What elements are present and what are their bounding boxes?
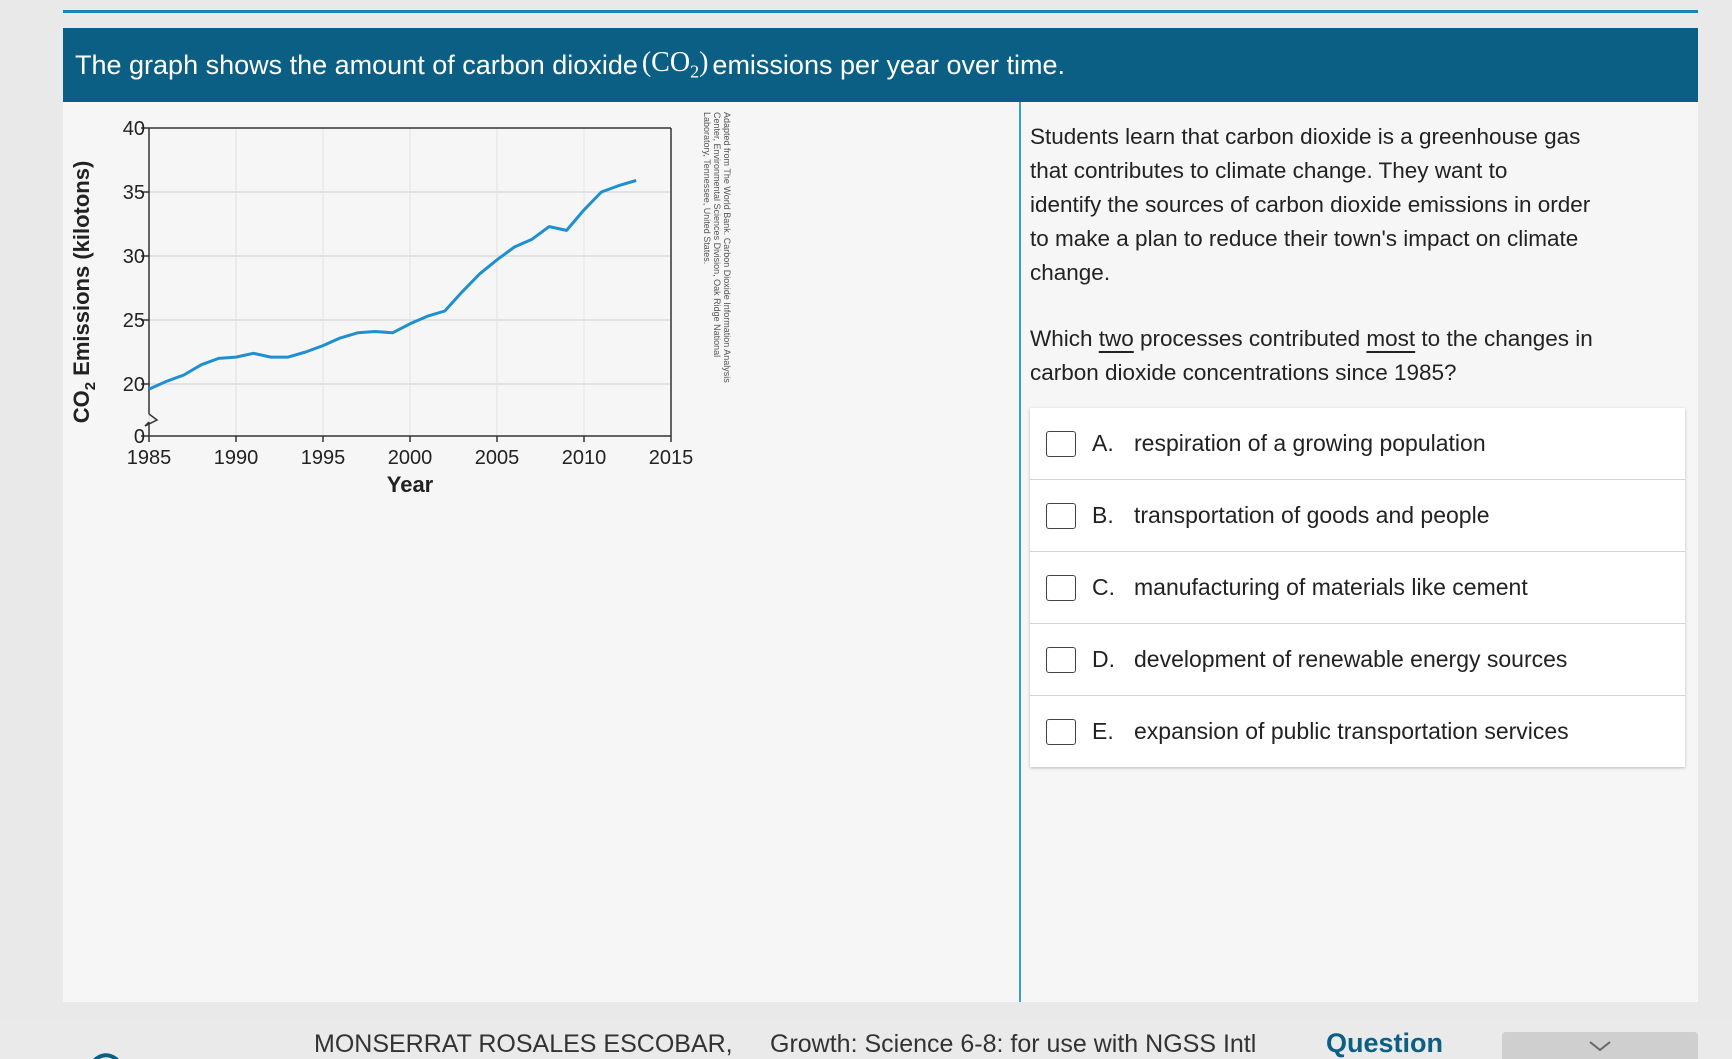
option-text: respiration of a growing population [1134,430,1486,456]
option-e[interactable]: E. expansion of public transportation se… [1030,696,1685,767]
option-letter: D. [1092,646,1115,672]
y-tick-label: 20 [123,374,145,396]
x-tick-label: 2005 [475,447,520,469]
x-tick-label: 1985 [127,447,172,469]
option-b[interactable]: B. transportation of goods and people [1030,480,1685,552]
axis-break-icon [144,413,159,427]
checkbox-b[interactable] [1046,502,1076,529]
source-note: Laboratory, Tennessee, United States. [702,112,712,264]
question-header: The graph shows the amount of carbon dio… [63,28,1698,102]
option-text: transportation of goods and people [1134,502,1490,528]
co2-emissions-chart: 0 20 25 30 35 40 1985 1990 1995 2000 2005 2010 2015 Y… [69,112,732,497]
next-button[interactable] [1502,1032,1698,1059]
header-text-before: The graph shows the amount of carbon dio… [75,49,638,80]
checkbox-e[interactable] [1046,718,1076,745]
x-axis-label: Year [387,472,434,497]
passage-line: identify the sources of carbon dioxide e… [1030,192,1591,217]
header-co2-formula: (CO2) [641,47,709,82]
x-tick-label: 2015 [649,447,694,469]
option-letter: C. [1092,574,1115,600]
student-name: MONSERRAT ROSALES ESCOBAR, [314,1030,733,1058]
question-line-1: Which two processes contributed most to … [1030,326,1593,351]
y-tick-label: 30 [123,246,145,268]
option-text: manufacturing of materials like cement [1134,574,1528,600]
passage-line: change. [1030,260,1111,285]
question-pane: Students learn that carbon dioxide is a … [1030,102,1698,1002]
y-tick-label: 35 [123,182,145,204]
answer-options: A. respiration of a growing population B… [1030,408,1685,767]
y-tick-label: 40 [123,118,145,140]
question-line-2: carbon dioxide concentrations since 1985… [1030,360,1457,385]
option-d[interactable]: D. development of renewable energy sourc… [1030,624,1685,696]
top-accent-rule [63,10,1698,13]
footer-bar: MONSERRAT ROSALES ESCOBAR, Growth: Scien… [0,1020,1732,1059]
option-text: development of renewable energy sources [1134,646,1568,672]
x-tick-label: 1990 [214,447,259,469]
option-letter: A. [1092,430,1114,456]
emphasis-two: two [1098,326,1134,351]
chart-pane: 0 20 25 30 35 40 1985 1990 1995 2000 2005 2010 2015 Y… [63,102,1019,1002]
reset-icon[interactable] [84,1048,264,1059]
option-c[interactable]: C. manufacturing of materials like cemen… [1030,552,1685,624]
option-a[interactable]: A. respiration of a growing population [1030,408,1685,480]
checkbox-d[interactable] [1046,646,1076,673]
checkbox-c[interactable] [1046,574,1076,601]
passage-text: Students learn that carbon dioxide is a … [1030,120,1690,290]
y-axis-label: CO2 Emissions (kilotons) [69,161,99,424]
option-letter: B. [1092,502,1114,528]
emissions-series-line [148,179,637,391]
x-tick-label: 1995 [301,447,346,469]
source-note: Center, Environmental Sciences Division,… [712,112,722,357]
y-tick-label: 0 [134,426,145,448]
option-text: expansion of public transportation servi… [1134,718,1569,744]
question-prompt: Which two processes contributed most to … [1030,322,1690,390]
question-nav-label[interactable]: Question [1326,1028,1444,1058]
pane-divider[interactable] [1019,102,1021,1002]
passage-line: to make a plan to reduce their town's im… [1030,226,1579,251]
checkbox-a[interactable] [1046,430,1076,457]
header-text-after: emissions per year over time. [712,49,1066,80]
y-tick-label: 25 [123,310,145,332]
emphasis-most: most [1366,326,1416,351]
passage-line: that contributes to climate change. They… [1030,158,1508,183]
x-tick-label: 2010 [562,447,607,469]
option-letter: E. [1092,718,1114,744]
x-tick-label: 2000 [388,447,433,469]
content-area: 0 20 25 30 35 40 1985 1990 1995 2000 2005 2010 2015 Y… [63,102,1698,1002]
chevron-down-icon [1589,1041,1611,1052]
course-name: Growth: Science 6-8: for use with NGSS I… [770,1030,1257,1058]
source-note: Adapted from The World Bank. Carbon Diox… [722,112,732,383]
passage-line: Students learn that carbon dioxide is a … [1030,124,1581,149]
